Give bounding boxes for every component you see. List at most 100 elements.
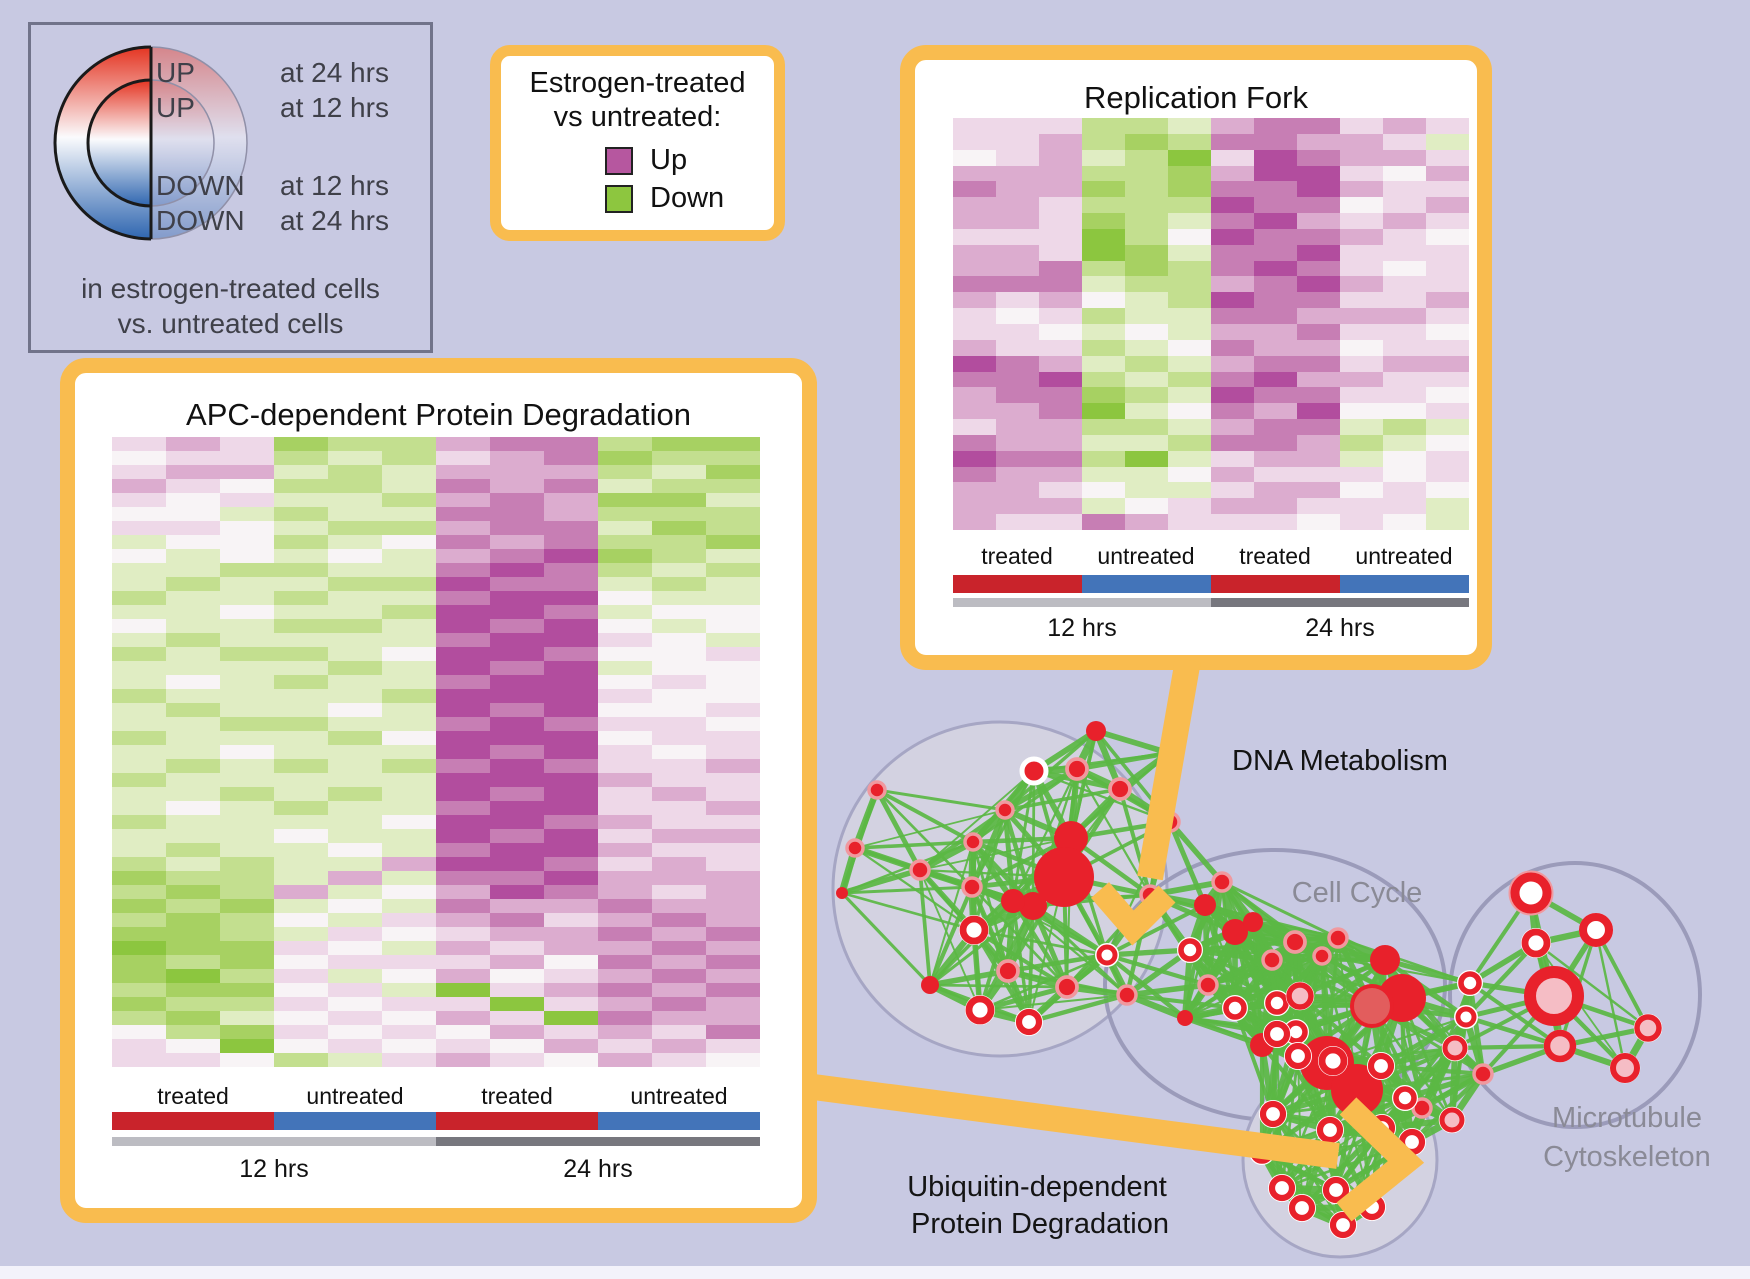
- heatmap-cell: [1125, 498, 1168, 515]
- heatmap-cell: [706, 591, 760, 605]
- node-halo: [1264, 990, 1290, 1016]
- heatmap-cell: [1426, 339, 1469, 356]
- heatmap-cell: [652, 591, 706, 605]
- network-edge: [1232, 921, 1256, 1009]
- network-edge: [1220, 881, 1279, 1004]
- heatmap-cell: [274, 1011, 328, 1025]
- heatmap-cell: [274, 619, 328, 633]
- heatmap-cell: [274, 507, 328, 521]
- network-edge: [1206, 957, 1274, 988]
- network-node-target: [1510, 872, 1552, 914]
- network-edge: [1007, 967, 1068, 991]
- heatmap-cell: [1383, 466, 1426, 483]
- heatmap-cell: [274, 1025, 328, 1039]
- node-halo: [1015, 1008, 1043, 1036]
- heatmap-cell: [1039, 181, 1082, 198]
- network-edge: [1293, 941, 1329, 1064]
- network-edge: [1261, 996, 1403, 1047]
- heatmap-row: [112, 927, 760, 941]
- network-edge: [1147, 821, 1173, 896]
- heatmap-cell: [706, 899, 760, 913]
- network-edge: [970, 770, 1036, 888]
- heatmap-cell: [1168, 466, 1211, 483]
- node-halo: [1609, 1052, 1641, 1084]
- network-edge: [1261, 1004, 1373, 1047]
- heatmap-cell: [166, 717, 220, 731]
- heatmap-cell: [382, 535, 436, 549]
- network-edge: [929, 904, 1034, 987]
- heatmap-cell: [382, 1053, 436, 1067]
- heatmap-cell: [706, 563, 760, 577]
- network-edge: [1293, 955, 1325, 1033]
- network-edge: [972, 928, 1031, 1024]
- heatmap-cell: [706, 1039, 760, 1053]
- network-edge: [841, 891, 975, 932]
- cluster-label-microtubule-line1: Microtubule: [1552, 1102, 1702, 1134]
- network-edge: [1011, 899, 1109, 957]
- heatmap-cell: [1211, 339, 1254, 356]
- heatmap-cell: [220, 493, 274, 507]
- heatmap-cell: [274, 675, 328, 689]
- heatmap-cell: [274, 815, 328, 829]
- heatmap-cell: [436, 829, 490, 843]
- network-edge: [1295, 996, 1403, 1034]
- network-edge: [1354, 1063, 1384, 1093]
- network-edge: [1060, 837, 1075, 878]
- network-edge: [1234, 992, 1301, 1012]
- network-edge: [1594, 929, 1650, 1029]
- network-edge: [1276, 1003, 1373, 1037]
- heatmap-cell: [1426, 482, 1469, 499]
- heatmap-cell: [652, 1011, 706, 1025]
- heatmap-cell: [1082, 149, 1125, 166]
- network-edge: [854, 847, 975, 931]
- heatmap-cell: [1168, 323, 1211, 340]
- network-edge: [1321, 952, 1386, 964]
- network-edge: [1330, 1058, 1360, 1093]
- heatmap-cell: [490, 689, 544, 703]
- network-node-ring: [1096, 944, 1118, 966]
- heatmap-cell: [1254, 371, 1297, 388]
- network-edge: [1291, 941, 1304, 997]
- network-edge: [1293, 1029, 1330, 1066]
- network-edge: [1274, 953, 1325, 1006]
- heatmap-cell: [1082, 466, 1125, 483]
- network-edge: [1420, 1104, 1454, 1124]
- network-edge: [1274, 1031, 1301, 1059]
- network-node-halo: [845, 838, 865, 858]
- heatmap-cell: [436, 689, 490, 703]
- network-edge: [1260, 941, 1297, 1046]
- network-node-ring: [1455, 1006, 1477, 1028]
- network-edge: [971, 886, 1108, 956]
- network-edge: [973, 836, 1072, 932]
- heatmap-cell: [220, 521, 274, 535]
- heatmap-cell: [598, 731, 652, 745]
- network-edge: [1330, 1004, 1375, 1063]
- heatmap-cell: [112, 535, 166, 549]
- network-edge: [1299, 993, 1403, 1001]
- network-edge: [972, 767, 1078, 844]
- heatmap-cell: [1297, 197, 1340, 214]
- heatmap-cell: [1254, 244, 1297, 261]
- network-edge: [979, 953, 1108, 1012]
- heatmap-cell: [166, 759, 220, 773]
- heatmap-cell: [544, 605, 598, 619]
- network-node-halo: [1312, 946, 1332, 966]
- network-edge: [1294, 995, 1304, 1057]
- node-halo: [1222, 995, 1248, 1021]
- heatmap-cell: [1297, 213, 1340, 229]
- heatmap-cell: [1254, 118, 1297, 134]
- heatmap-cell: [1340, 403, 1383, 420]
- heatmap-row: [112, 465, 760, 479]
- heatmap-row: [953, 339, 1469, 356]
- heatmap-cell: [652, 633, 706, 647]
- network-node-ring: [1322, 1176, 1350, 1204]
- heatmap-cell: [953, 355, 996, 372]
- heatmap-cell: [328, 507, 382, 521]
- node-halo: [1521, 928, 1551, 958]
- heatmap-cell: [652, 521, 706, 535]
- heatmap-cell: [544, 591, 598, 605]
- cluster-label-ubiquitin-line2: Protein Degradation: [911, 1208, 1169, 1240]
- heatmap-cell: [1125, 339, 1168, 356]
- heatmap-row: [112, 885, 760, 899]
- heatmap-cell: [706, 927, 760, 941]
